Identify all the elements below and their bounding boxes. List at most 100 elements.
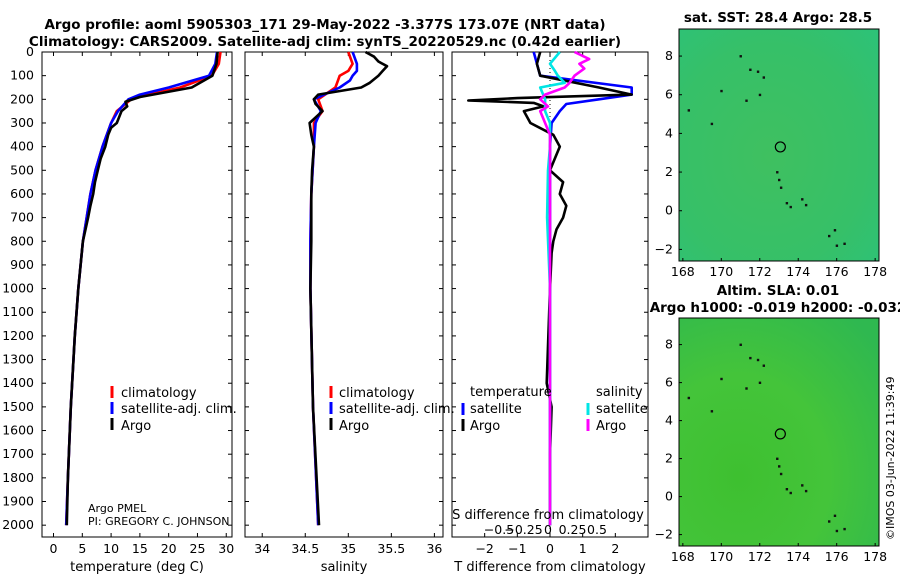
credit-institution: Argo PMEL xyxy=(88,502,147,515)
island-marker xyxy=(778,179,780,181)
island-marker xyxy=(749,69,751,71)
island-marker xyxy=(763,365,765,367)
map-y-tick-label: 6 xyxy=(665,87,673,102)
island-marker xyxy=(836,245,838,247)
map-x-tick-label: 174 xyxy=(786,264,810,279)
map-y-tick-label: 2 xyxy=(665,164,673,179)
x-tick-label: 35 xyxy=(340,541,356,556)
map-y-tick-label: 8 xyxy=(665,337,673,352)
legend-argo-label: Argo xyxy=(339,419,369,434)
x-tick-label: 15 xyxy=(132,541,148,556)
x-tick-label: 20 xyxy=(161,541,177,556)
x-tick-label: 30 xyxy=(218,541,234,556)
island-marker xyxy=(786,488,788,490)
imos-stamp: ©IMOS 03-Jun-2022 11:39:49 xyxy=(884,376,897,540)
y-tick-label: 1200 xyxy=(2,328,34,343)
top-x-tick-label: −0.25 xyxy=(504,522,542,537)
salinity-panel-frame xyxy=(245,52,443,537)
island-marker xyxy=(805,204,807,206)
y-tick-label: 200 xyxy=(10,91,34,106)
map-y-tick-label: 0 xyxy=(665,489,673,504)
y-tick-label: 300 xyxy=(10,115,34,130)
y-tick-label: 2000 xyxy=(2,517,34,532)
x-tick-label: 34 xyxy=(254,541,270,556)
island-marker xyxy=(828,520,830,522)
island-marker xyxy=(763,76,765,78)
x-tick-label: −1 xyxy=(508,541,526,556)
legend-sal-satellite-label: satellite xyxy=(596,402,648,417)
island-marker xyxy=(790,206,792,208)
y-tick-label: 1600 xyxy=(2,423,34,438)
island-marker xyxy=(836,530,838,532)
island-marker xyxy=(843,528,845,530)
x-tick-label: 0 xyxy=(50,541,58,556)
legend-temp-satellite-label: satellite xyxy=(470,402,522,417)
map-y-tick-label: 4 xyxy=(665,125,673,140)
island-marker xyxy=(749,357,751,359)
map-x-tick-label: 172 xyxy=(748,549,772,564)
legend-climatology-label: climatology xyxy=(339,386,415,401)
y-tick-label: 900 xyxy=(10,257,34,272)
map-x-tick-label: 170 xyxy=(709,264,733,279)
salinity-xlabel: salinity xyxy=(321,560,368,575)
y-tick-label: 1800 xyxy=(2,470,34,485)
temperature-xlabel: temperature (deg C) xyxy=(70,560,204,575)
map-x-tick-label: 178 xyxy=(863,549,887,564)
x-tick-label: 35.5 xyxy=(377,541,405,556)
y-tick-label: 700 xyxy=(10,210,34,225)
island-marker xyxy=(776,171,778,173)
legend-satellite-label: satellite-adj. clim. xyxy=(339,402,455,417)
y-tick-label: 1100 xyxy=(2,304,34,319)
map-sst-field xyxy=(679,29,879,261)
legend-temperature-title: temperature xyxy=(470,385,552,400)
map-x-tick-label: 176 xyxy=(825,264,849,279)
y-tick-label: 1000 xyxy=(2,281,34,296)
island-marker xyxy=(790,492,792,494)
map-x-tick-label: 176 xyxy=(825,549,849,564)
map-y-tick-label: 6 xyxy=(665,375,673,390)
island-marker xyxy=(778,465,780,467)
map-x-tick-label: 168 xyxy=(671,264,695,279)
figure: Argo profile: aoml 5905303_171 29-May-20… xyxy=(0,0,900,580)
x-tick-label: 25 xyxy=(190,541,206,556)
island-marker xyxy=(745,100,747,102)
map-x-tick-label: 178 xyxy=(863,264,887,279)
top-x-tick-label: 0.25 xyxy=(559,522,587,537)
y-tick-label: 100 xyxy=(10,68,34,83)
island-marker xyxy=(711,410,713,412)
map-y-tick-label: 0 xyxy=(665,203,673,218)
legend-satellite-label: satellite-adj. clim. xyxy=(121,402,237,417)
map-x-tick-label: 172 xyxy=(748,264,772,279)
island-marker xyxy=(776,458,778,460)
figure-title-line2: Climatology: CARS2009. Satellite-adj cli… xyxy=(29,34,621,50)
island-marker xyxy=(834,515,836,517)
island-marker xyxy=(720,90,722,92)
island-marker xyxy=(828,235,830,237)
x-tick-label: 34.5 xyxy=(291,541,319,556)
island-marker xyxy=(711,123,713,125)
island-marker xyxy=(759,94,761,96)
y-tick-label: 1700 xyxy=(2,446,34,461)
island-marker xyxy=(786,202,788,204)
island-marker xyxy=(688,109,690,111)
island-marker xyxy=(688,397,690,399)
legend-argo-label: Argo xyxy=(121,419,151,434)
map-y-tick-label: −2 xyxy=(655,241,673,256)
legend-sal-argo-label: Argo xyxy=(596,419,626,434)
temperature-panel-frame xyxy=(42,52,232,537)
legend-climatology-label: climatology xyxy=(121,386,197,401)
y-tick-label: 500 xyxy=(10,162,34,177)
map-sst-title: sat. SST: 28.4 Argo: 28.5 xyxy=(684,10,872,26)
y-tick-label: 1500 xyxy=(2,399,34,414)
credit-pi: PI: GREGORY C. JOHNSON xyxy=(88,515,229,528)
y-tick-label: 400 xyxy=(10,139,34,154)
island-marker xyxy=(757,359,759,361)
y-tick-label: 1900 xyxy=(2,494,34,509)
x-tick-label: 2 xyxy=(611,541,619,556)
y-tick-label: 600 xyxy=(10,186,34,201)
map-y-tick-label: 4 xyxy=(665,413,673,428)
x-tick-label: 0 xyxy=(546,541,554,556)
x-tick-label: 5 xyxy=(78,541,86,556)
top-x-tick-label: 0.5 xyxy=(587,522,607,537)
x-tick-label: 36 xyxy=(426,541,442,556)
